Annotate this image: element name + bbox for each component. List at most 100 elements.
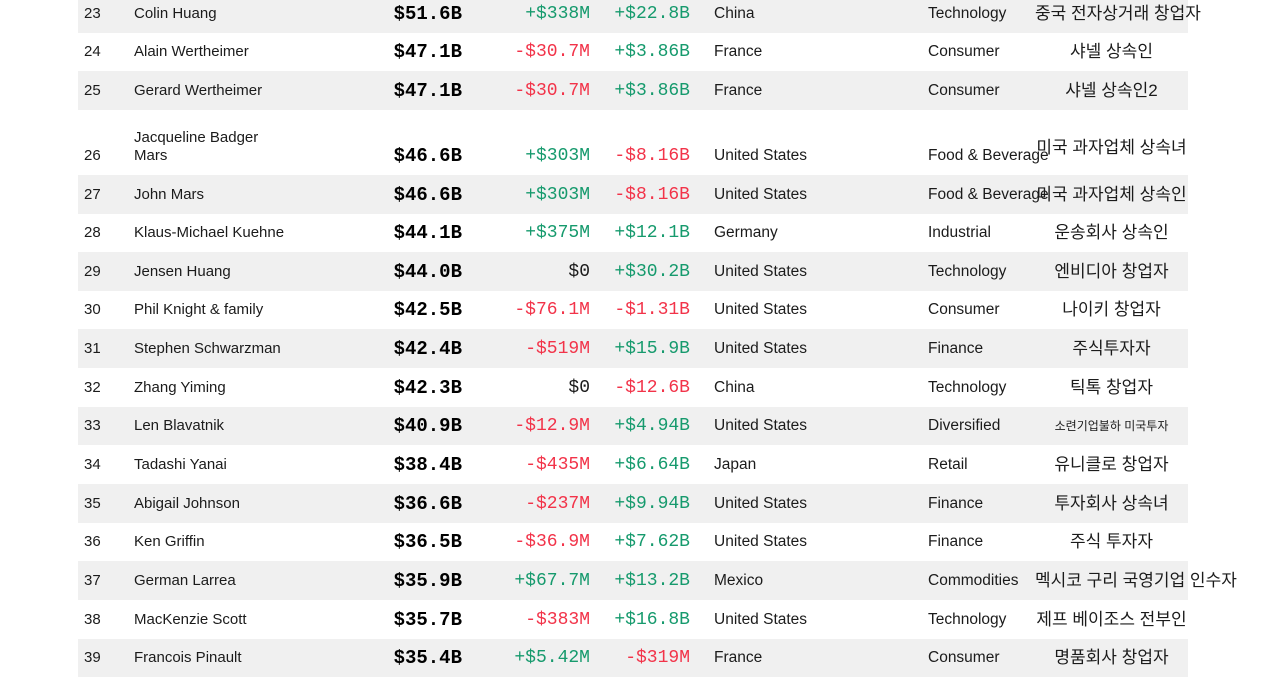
- industry-cell: Food & Beverage: [928, 185, 1049, 203]
- net-worth-cell: $47.1B: [393, 79, 462, 102]
- daily-change-cell: +$303M: [525, 184, 590, 205]
- ytd-change-cell: +$13.2B: [614, 570, 690, 591]
- korean-note-cell: 운송회사 상속인: [1054, 223, 1169, 243]
- table-row: 26 Jacqueline Badger Mars $46.6B +$303M …: [78, 109, 1188, 175]
- name-cell: Gerard Wertheimer: [134, 81, 263, 99]
- korean-note-cell: 소련기업불하 미국투자: [1054, 419, 1169, 434]
- industry-cell: Retail: [928, 456, 968, 474]
- ytd-change-cell: -$12.6B: [614, 377, 690, 398]
- net-worth-cell: $35.4B: [393, 647, 462, 670]
- net-worth-cell: $46.6B: [393, 144, 462, 167]
- net-worth-cell: $35.7B: [393, 608, 462, 631]
- table-row: 31 Stephen Schwarzman $42.4B -$519M +$15…: [78, 329, 1188, 369]
- daily-change-cell: $0: [568, 377, 590, 398]
- daily-change-cell: +$5.42M: [514, 648, 590, 669]
- table-row: 24 Alain Wertheimer $47.1B -$30.7M +$3.8…: [78, 32, 1188, 72]
- industry-cell: Technology: [928, 378, 1007, 396]
- table-row: 33 Len Blavatnik $40.9B -$12.9M +$4.94B …: [78, 406, 1188, 446]
- rank-cell: 38: [84, 610, 101, 628]
- industry-cell: Technology: [928, 4, 1007, 22]
- daily-change-cell: -$435M: [525, 455, 590, 476]
- table-row: 37 German Larrea $35.9B +$67.7M +$13.2B …: [78, 561, 1237, 600]
- name-cell: German Larrea: [134, 571, 236, 589]
- korean-note-cell: 투자회사 상속녀: [1054, 493, 1169, 513]
- ytd-change-cell: +$6.64B: [614, 455, 690, 476]
- billionaires-ranking-table: 23 Colin Huang $51.6B +$338M +$22.8B Chi…: [78, 0, 1237, 677]
- net-worth-cell: $51.6B: [393, 2, 462, 25]
- korean-note-cell: 주식투자자: [1072, 339, 1151, 359]
- table-row: 27 John Mars $46.6B +$303M -$8.16B Unite…: [78, 174, 1188, 214]
- korean-note-cell: 명품회사 창업자: [1054, 648, 1169, 668]
- rank-cell: 25: [84, 81, 101, 99]
- net-worth-cell: $46.6B: [393, 183, 462, 206]
- name-cell: Stephen Schwarzman: [134, 340, 281, 358]
- industry-cell: Consumer: [928, 43, 1000, 61]
- daily-change-cell: -$237M: [525, 493, 590, 514]
- ytd-change-cell: -$1.31B: [614, 300, 690, 321]
- country-cell: United States: [714, 301, 808, 319]
- country-cell: Japan: [714, 456, 757, 474]
- ytd-change-cell: -$8.16B: [614, 145, 690, 166]
- industry-cell: Technology: [928, 610, 1007, 628]
- industry-cell: Consumer: [928, 301, 1000, 319]
- name-cell: Jacqueline Badger Mars: [134, 128, 259, 164]
- industry-cell: Finance: [928, 533, 984, 551]
- rank-cell: 24: [84, 43, 101, 61]
- country-cell: United States: [714, 533, 808, 551]
- ytd-change-cell: +$15.9B: [614, 339, 690, 360]
- industry-cell: Food & Beverage: [928, 146, 1049, 164]
- name-cell: Colin Huang: [134, 4, 217, 22]
- rank-cell: 26: [84, 146, 101, 164]
- country-cell: France: [714, 81, 763, 99]
- country-cell: United States: [714, 340, 808, 358]
- rank-cell: 31: [84, 340, 101, 358]
- industry-cell: Consumer: [928, 649, 1000, 667]
- net-worth-cell: $42.3B: [393, 376, 462, 399]
- country-cell: United States: [714, 262, 808, 280]
- ytd-change-cell: +$30.2B: [614, 261, 690, 282]
- table-row: 36 Ken Griffin $36.5B -$36.9M +$7.62B Un…: [78, 522, 1188, 562]
- daily-change-cell: -$30.7M: [514, 42, 590, 63]
- daily-change-cell: -$36.9M: [514, 532, 590, 553]
- industry-cell: Commodities: [928, 571, 1019, 589]
- net-worth-cell: $44.1B: [393, 222, 462, 245]
- ytd-change-cell: -$319M: [625, 648, 690, 669]
- table-row: 28 Klaus-Michael Kuehne $44.1B +$375M +$…: [78, 213, 1188, 253]
- korean-note-cell: 중국 전자상거래 창업자: [1035, 3, 1201, 23]
- ytd-change-cell: +$22.8B: [614, 3, 690, 24]
- rank-cell: 34: [84, 456, 101, 474]
- daily-change-cell: $0: [568, 261, 590, 282]
- table-row: 23 Colin Huang $51.6B +$338M +$22.8B Chi…: [78, 0, 1201, 33]
- korean-note-cell: 나이키 창업자: [1062, 300, 1161, 320]
- table-row: 34 Tadashi Yanai $38.4B -$435M +$6.64B J…: [78, 445, 1188, 485]
- name-cell: MacKenzie Scott: [134, 610, 247, 628]
- ytd-change-cell: +$9.94B: [614, 493, 690, 514]
- name-cell: John Mars: [134, 185, 205, 203]
- country-cell: Germany: [714, 224, 778, 242]
- rank-cell: 33: [84, 417, 101, 435]
- table-row: 35 Abigail Johnson $36.6B -$237M +$9.94B…: [78, 484, 1188, 523]
- table-row: 39 Francois Pinault $35.4B +$5.42M -$319…: [78, 638, 1188, 677]
- ytd-change-cell: +$7.62B: [614, 532, 690, 553]
- name-cell: Zhang Yiming: [134, 378, 226, 396]
- rank-cell: 30: [84, 301, 101, 319]
- country-cell: China: [714, 378, 755, 396]
- ytd-change-cell: +$3.86B: [614, 80, 690, 101]
- industry-cell: Finance: [928, 494, 984, 512]
- rank-cell: 35: [84, 494, 101, 512]
- country-cell: Mexico: [714, 571, 764, 589]
- daily-change-cell: -$76.1M: [514, 300, 590, 321]
- industry-cell: Industrial: [928, 224, 991, 242]
- industry-cell: Diversified: [928, 417, 1001, 435]
- name-cell: Francois Pinault: [134, 649, 242, 667]
- table-row: 25 Gerard Wertheimer $47.1B -$30.7M +$3.…: [78, 71, 1188, 110]
- daily-change-cell: +$338M: [525, 3, 590, 24]
- name-cell: Jensen Huang: [134, 262, 231, 280]
- industry-cell: Consumer: [928, 81, 1000, 99]
- daily-change-cell: +$375M: [525, 223, 590, 244]
- country-cell: United States: [714, 146, 808, 164]
- ytd-change-cell: +$12.1B: [614, 223, 690, 244]
- korean-note-cell: 멕시코 구리 국영기업 인수자: [1035, 570, 1237, 590]
- net-worth-cell: $42.4B: [393, 338, 462, 361]
- korean-note-cell: 엔비디아 창업자: [1054, 261, 1169, 281]
